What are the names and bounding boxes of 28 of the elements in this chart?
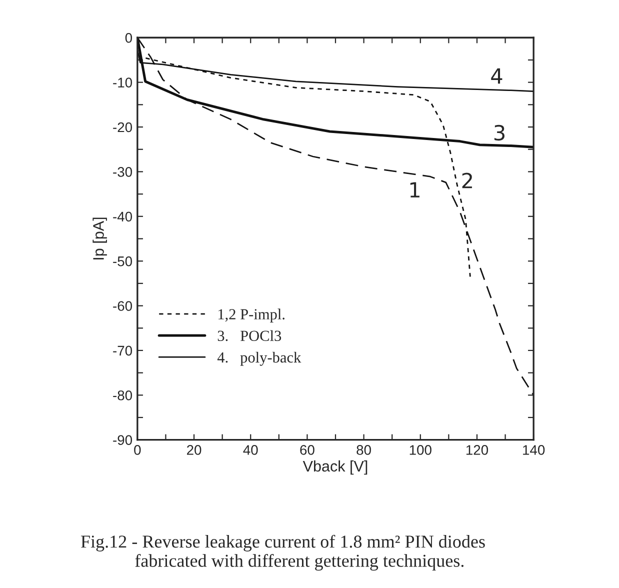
caption: Fig.12 - Reverse leakage current of 1.8 mm² PIN diodes fabricated with different gettering techniques. xyxy=(80,534,485,571)
y-tick-label: -40 xyxy=(113,212,132,222)
legend-label: 4. poly-back xyxy=(217,352,302,366)
y-tick-label: -10 xyxy=(113,78,132,88)
x-tick-label: 120 xyxy=(466,445,488,455)
x-tick-label: 20 xyxy=(186,445,202,455)
annotation: 2 xyxy=(462,172,472,188)
y-tick-label: -80 xyxy=(113,390,132,400)
x-axis-title: Vback [V] xyxy=(302,460,368,475)
y-tick-label: -50 xyxy=(113,256,132,266)
annotation: 4 xyxy=(491,68,502,84)
y-tick-label: -60 xyxy=(113,301,132,311)
y-tick-label: -90 xyxy=(113,435,132,445)
x-tick-label: 100 xyxy=(410,445,432,455)
y-axis-title: Ip [pA] xyxy=(92,218,107,260)
annotation: 3 xyxy=(494,124,504,141)
x-tick-label: 40 xyxy=(243,445,258,455)
legend-label: 1,2 P-impl. xyxy=(218,308,284,323)
y-tick-label: -70 xyxy=(113,346,132,356)
x-tick-label: 80 xyxy=(356,445,371,455)
y-tick-label: -20 xyxy=(113,122,132,132)
x-tick-label: 60 xyxy=(300,445,314,455)
legend-label: 3. POCl3 xyxy=(218,330,282,342)
y-tick-label: 0 xyxy=(125,32,132,43)
annotation: 1 xyxy=(410,182,420,198)
x-tick-label: 0 xyxy=(134,445,141,455)
x-tick-label: 140 xyxy=(523,445,545,455)
y-tick-label: -30 xyxy=(113,167,132,177)
